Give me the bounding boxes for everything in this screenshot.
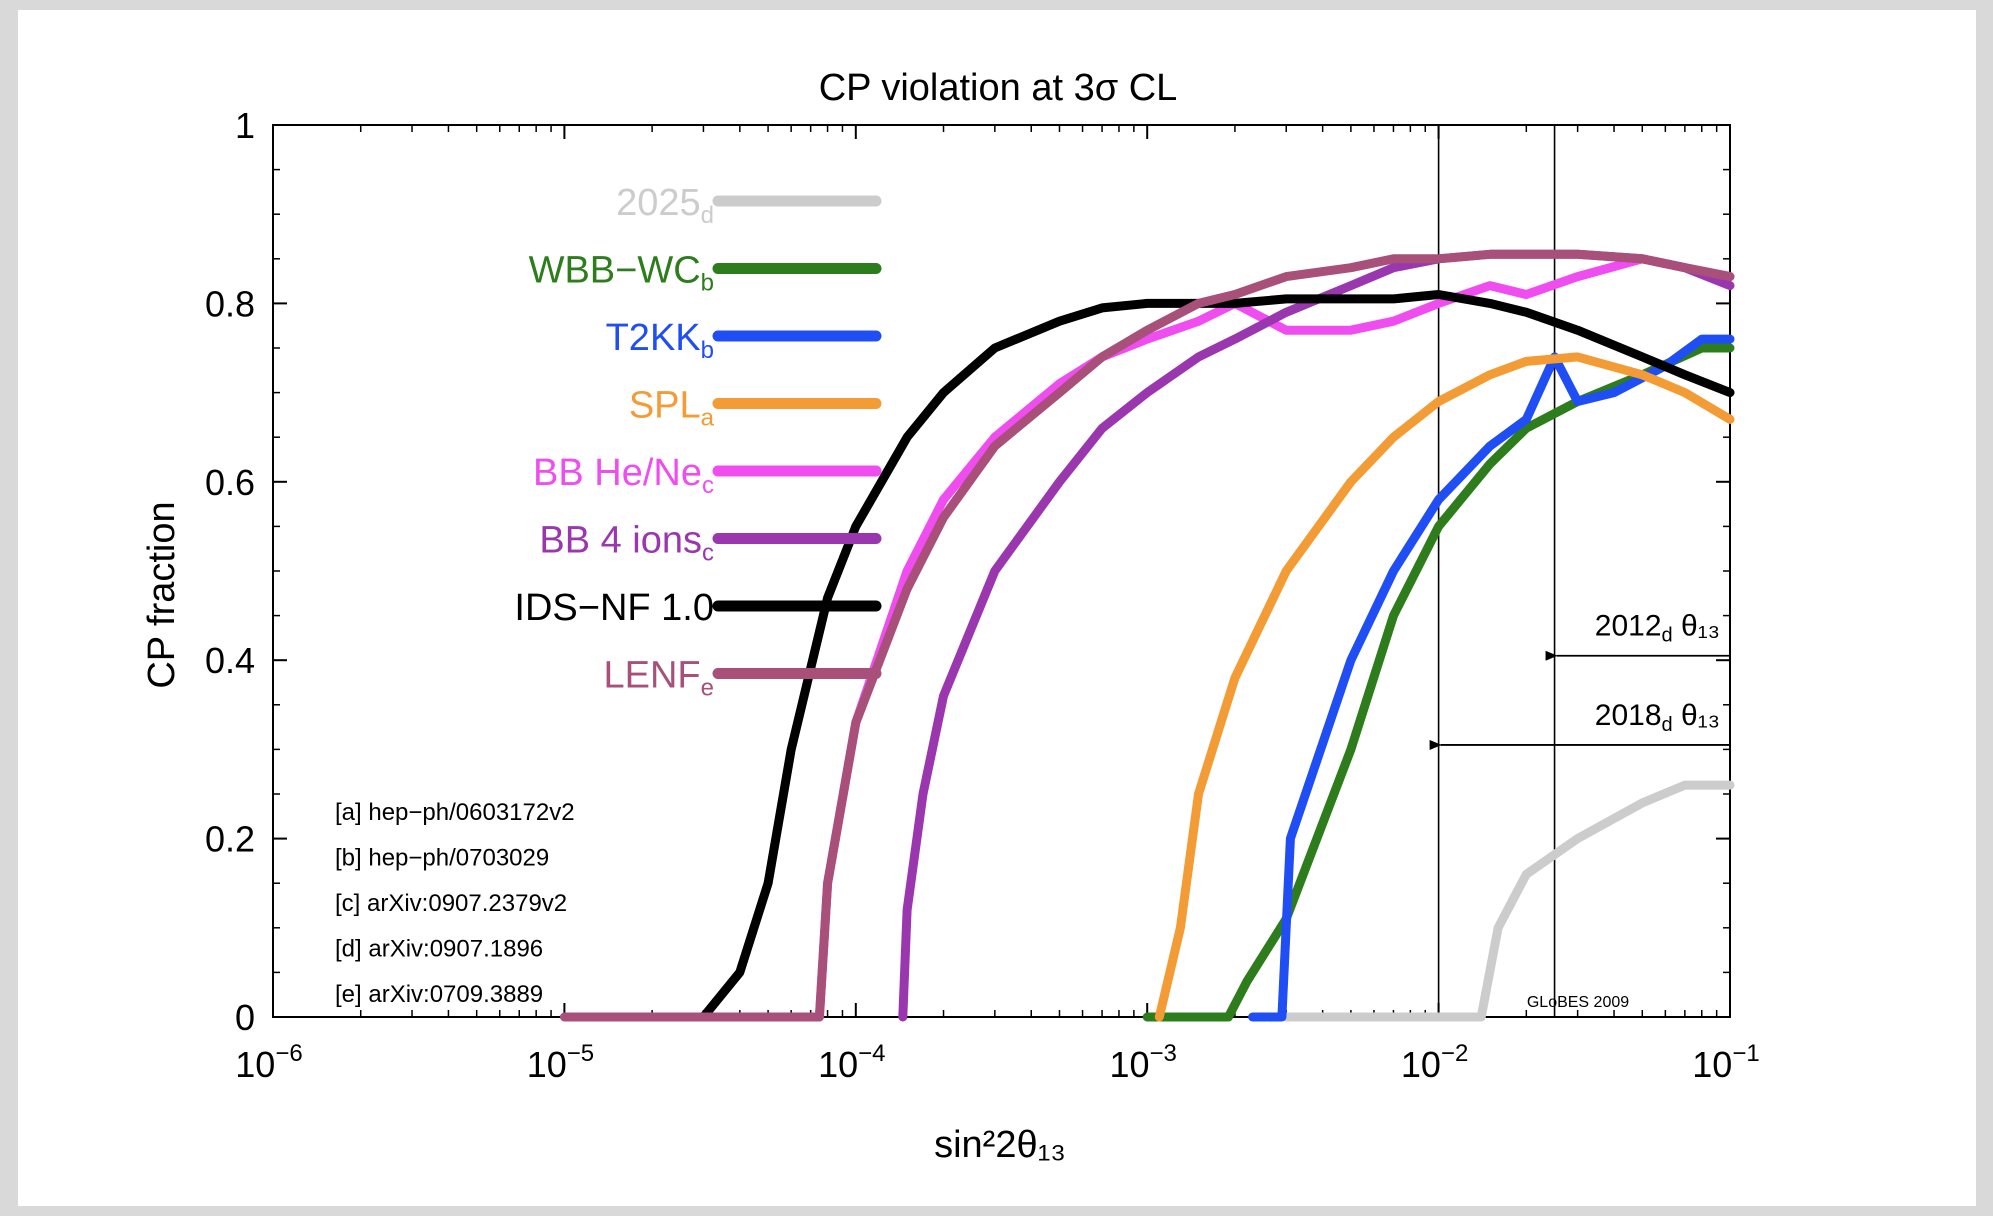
legend-label: 2025d: [616, 182, 714, 229]
reference-text: [c] arXiv:0907.2379v2: [335, 890, 567, 917]
legend-label: IDS−NF 1.0: [514, 587, 714, 629]
legend-label: LENFe: [604, 655, 715, 702]
globes-watermark: GLoBES 2009: [1527, 994, 1629, 1011]
reference-text: [d] arXiv:0907.1896: [335, 936, 543, 963]
reference-text: [b] hep−ph/0703029: [335, 845, 549, 872]
x-tick-label: 10−4: [818, 1040, 885, 1085]
legend-label: BB He/Nec: [533, 452, 714, 499]
x-tick-label: 10−2: [1401, 1040, 1468, 1085]
series-line-bb-he-ne: [814, 254, 1735, 1022]
marker-label: 2012d θ₁₃: [1595, 610, 1720, 647]
legend-label: WBB−WCb: [529, 250, 714, 297]
chart-title: CP violation at 3σ CL: [819, 67, 1178, 109]
cp-fraction-chart: CP violation at 3σ CL 10−6 10−5 10−4 10−3 10…: [141, 67, 1760, 1166]
x-tick-label: 10−5: [527, 1040, 594, 1085]
x-tick-label: 10−3: [1109, 1040, 1176, 1085]
reference-text: [e] arXiv:0709.3889: [335, 981, 543, 1008]
legend-label: SPLa: [629, 385, 715, 432]
legend-label: BB 4 ionsc: [539, 520, 714, 567]
y-axis-label: CP fraction: [141, 501, 183, 688]
y-tick-label: 1: [235, 105, 255, 146]
series-line-lenf: [559, 249, 1735, 1022]
series-line-2025: [1281, 780, 1735, 1022]
series-line-spl: [1154, 352, 1735, 1022]
series-line-ids-nf-1-0: [698, 290, 1735, 1022]
marker-label: 2018d θ₁₃: [1595, 699, 1720, 736]
legend-label: T2KKb: [606, 317, 714, 364]
x-axis-label: sin²2θ₁₃: [934, 1124, 1066, 1166]
plot-area: 10−6 10−5 10−4 10−3 10−2 10−1 0 0.2 0.4 0.6 0.8 1 20…: [205, 105, 1760, 1085]
y-tick-label: 0: [235, 997, 255, 1038]
reference-text: [a] hep−ph/0603172v2: [335, 799, 575, 826]
y-tick-label: 0.8: [205, 283, 255, 324]
series-line-t2kk: [1248, 334, 1735, 1022]
x-tick-label: 10−6: [235, 1040, 302, 1085]
y-tick-label: 0.6: [205, 462, 255, 503]
y-tick-label: 0.2: [205, 819, 255, 860]
figure-frame: CP violation at 3σ CL 10−6 10−5 10−4 10−3 10…: [18, 10, 1976, 1206]
x-tick-label: 10−1: [1692, 1040, 1759, 1085]
y-tick-label: 0.4: [205, 640, 255, 681]
